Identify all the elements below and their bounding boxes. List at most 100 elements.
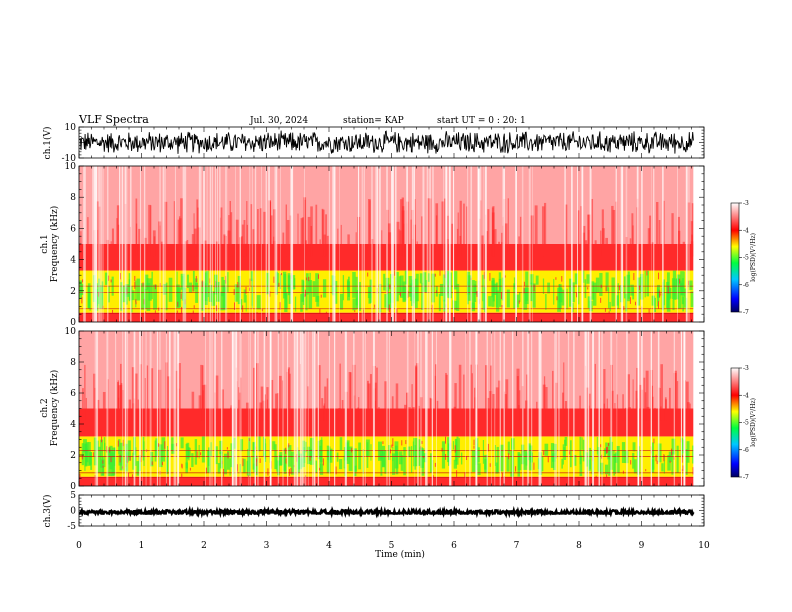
ch1-spectrogram-green-speck xyxy=(284,292,288,309)
ch2-spectrogram-green-speck xyxy=(103,437,106,451)
ch2-spectrogram-red-fuzz xyxy=(191,391,195,421)
ch2-spectrogram-red-fuzz xyxy=(588,393,591,421)
ch2-spectrogram-white-streak xyxy=(142,331,143,486)
ch2-spectrogram-red-fuzz xyxy=(659,387,661,421)
ch2-spectrogram-red-fuzz xyxy=(429,398,433,421)
ch2-spectrogram-ytick-label: 10 xyxy=(65,327,77,337)
ch1-spectrogram-white-streak xyxy=(139,166,141,322)
ch2-spectrogram-red-speck xyxy=(655,454,657,462)
ch2-spectrogram-red-speck xyxy=(543,450,545,456)
ch2-spectrogram-red-speck xyxy=(669,460,671,463)
ch1-spectrogram-green-speck xyxy=(566,288,568,310)
ch2-spectrogram-white-streak xyxy=(353,331,355,486)
ch2-spectrogram-red-speck xyxy=(161,461,163,466)
ch2-spectrogram-green-speck xyxy=(423,453,427,463)
ch2-spectrogram-green-speck xyxy=(496,446,499,474)
ch2-spectrogram-red-speck xyxy=(441,447,443,452)
ch2-spectrogram-green-speck xyxy=(84,443,86,471)
ch1-spectrogram-red-fuzz xyxy=(144,237,147,257)
ch2-spectrogram-green-speck xyxy=(403,447,406,476)
ch1-spectrogram-white-streak xyxy=(119,166,121,322)
ch2-spectrogram-colorbar-tick-label: -3 xyxy=(743,365,749,372)
ch1-spectrogram-red-fuzz xyxy=(504,223,508,257)
ch2-spectrogram-white-streak xyxy=(263,331,266,486)
ch1-spectrogram-white-streak xyxy=(97,166,99,322)
ch1-spectrogram-red-fuzz xyxy=(583,225,586,257)
ch2-spectrogram-green-speck xyxy=(188,446,190,461)
ch1-spectrogram-green-speck xyxy=(515,294,520,308)
ch1-spectrogram-red-fuzz xyxy=(325,214,327,257)
ch2-spectrogram-green-speck xyxy=(600,462,604,475)
ch1-spectrogram-white-streak xyxy=(581,166,584,322)
ch2-spectrogram-green-speck xyxy=(161,437,166,462)
ch1-spectrogram-green-speck xyxy=(656,287,659,307)
ch1-spectrogram-white-streak xyxy=(102,166,104,322)
ch2-spectrogram-red-fuzz xyxy=(391,396,394,421)
ch1-spectrogram-red-fuzz xyxy=(498,241,501,257)
ch1-spectrogram-red-fuzz xyxy=(421,216,423,257)
ch2-spectrogram-green-speck xyxy=(158,444,163,468)
ch2-spectrogram-red-speck xyxy=(466,456,468,461)
ch2-spectrogram-green-speck xyxy=(304,441,307,453)
ch2-spectrogram-red-fuzz xyxy=(200,364,203,421)
ch1-spectrogram-red-fuzz xyxy=(323,234,326,257)
ch2-spectrogram-green-speck xyxy=(319,445,322,471)
ch1-spectrogram-green-speck xyxy=(523,288,528,310)
ch2-spectrogram-white-streak xyxy=(585,331,588,486)
ch1-spectrogram-white-streak xyxy=(126,166,128,322)
ch2-spectrogram-green-speck xyxy=(180,437,184,449)
ch2-spectrogram-white-streak xyxy=(269,331,271,486)
ch2-spectrogram-red-speck xyxy=(101,436,103,443)
ch2-spectrogram-green-speck xyxy=(217,462,221,474)
ch1-spectrogram-green-speck xyxy=(609,301,611,312)
ch2-spectrogram-green-speck xyxy=(632,442,636,452)
ch2-spectrogram-red-fuzz xyxy=(348,372,352,421)
ch1-spectrogram-green-speck xyxy=(529,274,534,285)
ch1-spectrogram-red-fuzz xyxy=(410,219,412,257)
ch1-spectrogram-green-speck xyxy=(220,291,224,311)
ch2-spectrogram-green-speck xyxy=(87,441,91,466)
ch1-spectrogram-white-streak xyxy=(211,166,213,322)
ch2-spectrogram-green-speck xyxy=(458,438,460,459)
ch2-spectrogram-white-streak xyxy=(494,331,496,486)
ch1-spectrogram-white-streak xyxy=(377,166,379,322)
ch2-spectrogram-white-streak xyxy=(307,331,309,486)
ch2-spectrogram-red-fuzz xyxy=(264,394,266,421)
ch1-spectrogram-red-speck xyxy=(476,291,478,297)
ch2-spectrogram-red-fuzz xyxy=(536,401,538,421)
ch2-spectrogram-white-streak xyxy=(386,331,388,486)
ch1-spectrogram-green-speck xyxy=(104,272,108,285)
ch2-spectrogram-green-speck xyxy=(616,445,620,473)
ch1-spectrogram-red-fuzz xyxy=(612,209,616,257)
ch1-spectrogram-white-streak xyxy=(101,166,103,322)
ch1-spectrogram-red-speck xyxy=(317,274,319,279)
ch2-spectrogram-red-fuzz xyxy=(564,401,568,421)
ch2-spectrogram-white-streak xyxy=(139,331,141,486)
ch2-spectrogram-green-speck xyxy=(348,446,353,472)
ch1-spectrogram-green-speck xyxy=(591,281,595,300)
ch2-spectrogram-green-speck xyxy=(154,440,157,462)
ch2-spectrogram-green-speck xyxy=(494,445,497,467)
ch2-spectrogram-white-streak xyxy=(303,331,305,486)
ch1-spectrogram-white-streak xyxy=(215,166,217,322)
ch2-spectrogram-green-speck xyxy=(366,442,369,468)
ch1-spectrogram-white-streak xyxy=(443,166,445,322)
ch2-spectrogram-red-speck xyxy=(595,475,597,483)
ch2-spectrogram-green-speck xyxy=(388,445,391,461)
ch2-spectrogram-green-speck xyxy=(290,451,295,475)
ch2-spectrogram-red-fuzz xyxy=(594,363,596,421)
ch1-spectrogram-green-speck xyxy=(234,284,239,302)
ch2-spectrogram-green-speck xyxy=(142,437,145,461)
ch2-spectrogram-red-fuzz xyxy=(341,400,344,421)
ch1-spectrogram-red-speck xyxy=(394,271,396,276)
ch2-spectrogram-green-speck xyxy=(394,445,398,457)
ch2-spectrogram-green-speck xyxy=(252,441,256,470)
ch1-spectrogram-red-speck xyxy=(142,282,144,286)
ch2-spectrogram-green-speck xyxy=(471,450,476,472)
ch1-spectrogram-white-streak xyxy=(94,166,95,322)
ch2-spectrogram-red-fuzz xyxy=(474,387,476,421)
ch1-spectrogram-white-streak xyxy=(483,166,485,322)
ch1-spectrogram-white-streak xyxy=(261,166,262,322)
ch1-spectrogram-white-streak xyxy=(182,166,184,322)
ch2-spectrogram-red-fuzz xyxy=(436,400,439,421)
